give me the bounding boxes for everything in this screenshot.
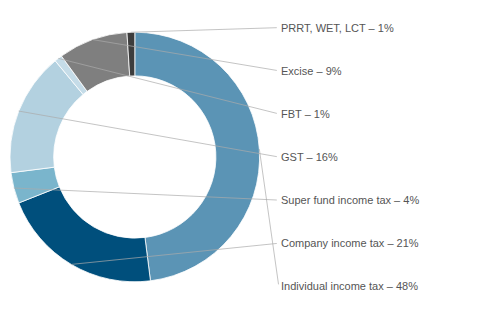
svg-text:Individual income tax – 48%: Individual income tax – 48%	[281, 280, 418, 292]
svg-text:Super fund income tax – 4%: Super fund income tax – 4%	[281, 194, 419, 206]
svg-text:PRRT, WET, LCT – 1%: PRRT, WET, LCT – 1%	[281, 22, 394, 34]
svg-text:FBT – 1%: FBT – 1%	[281, 108, 330, 120]
svg-text:Company income tax – 21%: Company income tax – 21%	[281, 237, 419, 249]
svg-text:Excise – 9%: Excise – 9%	[281, 65, 342, 77]
svg-text:GST – 16%: GST – 16%	[281, 151, 338, 163]
